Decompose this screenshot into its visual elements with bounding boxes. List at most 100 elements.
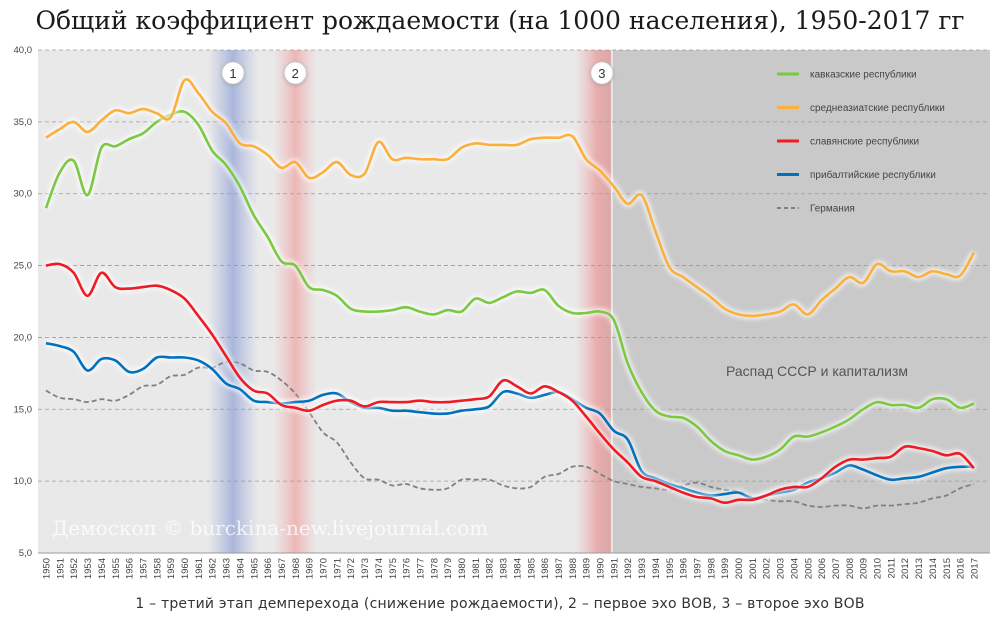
x-tick-label: 1979 <box>443 558 454 579</box>
x-tick-label: 1968 <box>291 558 302 579</box>
legend-label-4: Германия <box>810 204 855 215</box>
x-tick-label: 2008 <box>845 558 856 579</box>
x-tick-label: 1955 <box>111 558 122 579</box>
chart-title: Общий коэффициент рождаемости (на 1000 н… <box>35 6 965 35</box>
x-tick-label: 2000 <box>734 558 745 579</box>
x-tick-label: 1989 <box>582 558 593 579</box>
x-tick-label: 1970 <box>319 558 330 579</box>
event-marker-label: 2 <box>292 66 299 81</box>
x-tick-label: 1951 <box>55 558 66 579</box>
event-marker-1 <box>221 61 245 85</box>
legend-label-1: среднеазиатские республики <box>810 102 945 114</box>
x-tick-label: 1963 <box>222 558 233 579</box>
x-tick-label: 1995 <box>665 558 676 579</box>
x-tick-label: 1998 <box>706 558 717 579</box>
y-tick-label: 5,0 <box>19 548 32 559</box>
x-tick-label: 2004 <box>789 558 800 579</box>
x-tick-label: 1987 <box>554 558 565 579</box>
event-band-2 <box>273 50 318 553</box>
legend-label-0: кавказские республики <box>810 69 917 81</box>
series-2-line <box>45 262 975 505</box>
series-1-line <box>45 78 976 318</box>
x-tick-label: 1967 <box>277 558 288 579</box>
x-tick-label: 2011 <box>886 558 897 578</box>
x-tick-label: 1966 <box>263 558 274 579</box>
x-tick-label: 1974 <box>374 558 385 579</box>
grid-lines <box>38 49 990 482</box>
x-tick-label: 2003 <box>776 558 787 579</box>
x-tick-label: 2009 <box>859 558 870 579</box>
x-tick-label: 1973 <box>360 558 371 579</box>
x-tick-label: 2005 <box>803 558 814 579</box>
event-marker-label: 1 <box>229 66 236 81</box>
legend: кавказские республики среднеазиатские рес… <box>777 69 945 215</box>
x-tick-label: 1957 <box>138 558 149 579</box>
x-tick-label: 1978 <box>429 558 440 579</box>
shaded-period <box>612 50 990 553</box>
x-tick-label: 2002 <box>762 558 773 579</box>
x-tick-label: 1994 <box>651 558 662 579</box>
y-tick-label: 20,0 <box>14 332 33 343</box>
x-tick-label: 1980 <box>457 558 468 579</box>
x-tick-label: 1959 <box>166 558 177 579</box>
series-0-line <box>44 109 975 461</box>
x-tick-label: 2012 <box>900 558 911 579</box>
x-tick-label: 2014 <box>928 558 939 579</box>
x-tick-label: 1990 <box>596 558 607 579</box>
x-tick-label: 1975 <box>388 558 399 579</box>
y-tick-label: 15,0 <box>14 404 33 415</box>
x-tick-label: 2013 <box>914 558 925 579</box>
event-band-1 <box>207 50 258 553</box>
y-tick-label: 40,0 <box>14 45 33 56</box>
x-tick-label: 1964 <box>235 558 246 579</box>
x-tick-label: 1983 <box>499 558 510 579</box>
x-tick-label: 1961 <box>194 558 205 579</box>
x-tick-label: 2010 <box>873 558 884 579</box>
event-band-3 <box>574 50 611 553</box>
x-tick-label: 1988 <box>568 558 579 579</box>
x-tick-label: 1972 <box>346 558 357 579</box>
x-tick-label: 1999 <box>720 558 731 579</box>
x-tick-label: 1982 <box>485 558 496 579</box>
series-lines <box>42 75 977 510</box>
x-tick-label: 1960 <box>180 558 191 579</box>
x-tick-label: 1996 <box>679 558 690 579</box>
x-tick-label: 1985 <box>526 558 537 579</box>
series-4-line <box>45 360 975 510</box>
x-tick-label: 2001 <box>748 558 759 579</box>
y-tick-label: 30,0 <box>14 189 33 200</box>
x-tick-label: 1956 <box>125 558 136 579</box>
x-tick-label: 2017 <box>969 558 980 579</box>
x-tick-label: 1993 <box>637 558 648 579</box>
x-tick-label: 1971 <box>332 558 343 579</box>
x-tick-label: 1977 <box>415 558 426 579</box>
x-tick-label: 2006 <box>817 558 828 579</box>
event-markers: 1 2 3 <box>220 61 614 86</box>
y-tick-label: 35,0 <box>14 117 33 128</box>
legend-label-2: славянские республики <box>810 136 919 148</box>
x-tick-label: 2016 <box>956 558 967 579</box>
event-marker-3 <box>590 61 614 85</box>
x-tick-label: 1997 <box>692 558 703 579</box>
legend-label-3: прибалтийские республики <box>810 169 936 181</box>
event-marker-2 <box>283 61 307 85</box>
x-tick-label: 1976 <box>402 558 413 579</box>
region-label: Распад СССР и капитализм <box>726 363 908 379</box>
x-tick-label: 1965 <box>249 558 260 579</box>
x-tick-label: 2007 <box>831 558 842 579</box>
x-tick-label: 1981 <box>471 558 482 579</box>
x-tick-label: 1952 <box>69 558 80 579</box>
watermark: Демоскоп © burckina-new.livejournal.com <box>52 516 488 540</box>
x-tick-label: 1958 <box>152 558 163 579</box>
chart-caption: 1 – третий этап демперехода (снижение ро… <box>135 596 865 612</box>
x-tick-label: 1986 <box>540 558 551 579</box>
x-tick-label: 1969 <box>305 558 316 579</box>
event-marker-label: 3 <box>598 66 605 81</box>
x-tick-label: 1984 <box>512 558 523 579</box>
x-tick-label: 1953 <box>83 558 94 579</box>
y-tick-label: 25,0 <box>14 261 33 272</box>
x-tick-label: 1991 <box>609 558 620 579</box>
plot-background <box>38 50 990 553</box>
